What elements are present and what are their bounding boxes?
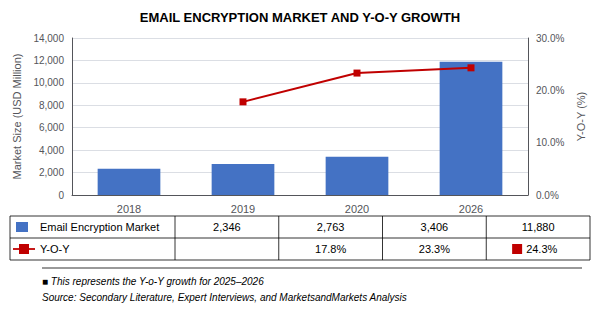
svg-text:10.0%: 10.0% xyxy=(536,137,564,148)
svg-text:8,000: 8,000 xyxy=(39,100,64,111)
svg-text:Email Encryption Market: Email Encryption Market xyxy=(40,221,159,233)
svg-text:2026: 2026 xyxy=(459,203,483,215)
svg-text:14,000: 14,000 xyxy=(33,33,64,44)
svg-text:24.3%: 24.3% xyxy=(526,243,557,255)
svg-text:0: 0 xyxy=(58,190,64,201)
svg-text:Y-O-Y (%): Y-O-Y (%) xyxy=(575,92,587,142)
svg-text:Market Size (USD Million): Market Size (USD Million) xyxy=(11,54,23,180)
svg-text:2019: 2019 xyxy=(231,203,255,215)
svg-text:20.0%: 20.0% xyxy=(536,85,564,96)
svg-text:11,880: 11,880 xyxy=(522,221,555,233)
svg-text:2018: 2018 xyxy=(117,203,141,215)
svg-text:■ This represents the Y-o-Y gr: ■ This represents the Y-o-Y growth for 2… xyxy=(42,276,264,287)
svg-text:2,763: 2,763 xyxy=(317,221,345,233)
svg-text:2,000: 2,000 xyxy=(39,167,64,178)
svg-text:0.0%: 0.0% xyxy=(536,190,559,201)
svg-text:2020: 2020 xyxy=(345,203,369,215)
svg-text:12,000: 12,000 xyxy=(33,55,64,66)
svg-text:6,000: 6,000 xyxy=(39,122,64,133)
svg-text:17.8%: 17.8% xyxy=(315,243,346,255)
svg-text:EMAIL ENCRYPTION MARKET AND Y-: EMAIL ENCRYPTION MARKET AND Y-O-Y GROWTH xyxy=(140,10,460,25)
svg-text:2,346: 2,346 xyxy=(213,221,241,233)
svg-text:4,000: 4,000 xyxy=(39,145,64,156)
svg-text:3,406: 3,406 xyxy=(421,221,449,233)
svg-text:23.3%: 23.3% xyxy=(419,243,450,255)
svg-text:Y-O-Y: Y-O-Y xyxy=(40,243,70,255)
svg-text:30.0%: 30.0% xyxy=(536,33,564,44)
svg-text:10,000: 10,000 xyxy=(33,77,64,88)
svg-text:Source: Secondary Literature,: Source: Secondary Literature, Expert Int… xyxy=(42,292,407,303)
